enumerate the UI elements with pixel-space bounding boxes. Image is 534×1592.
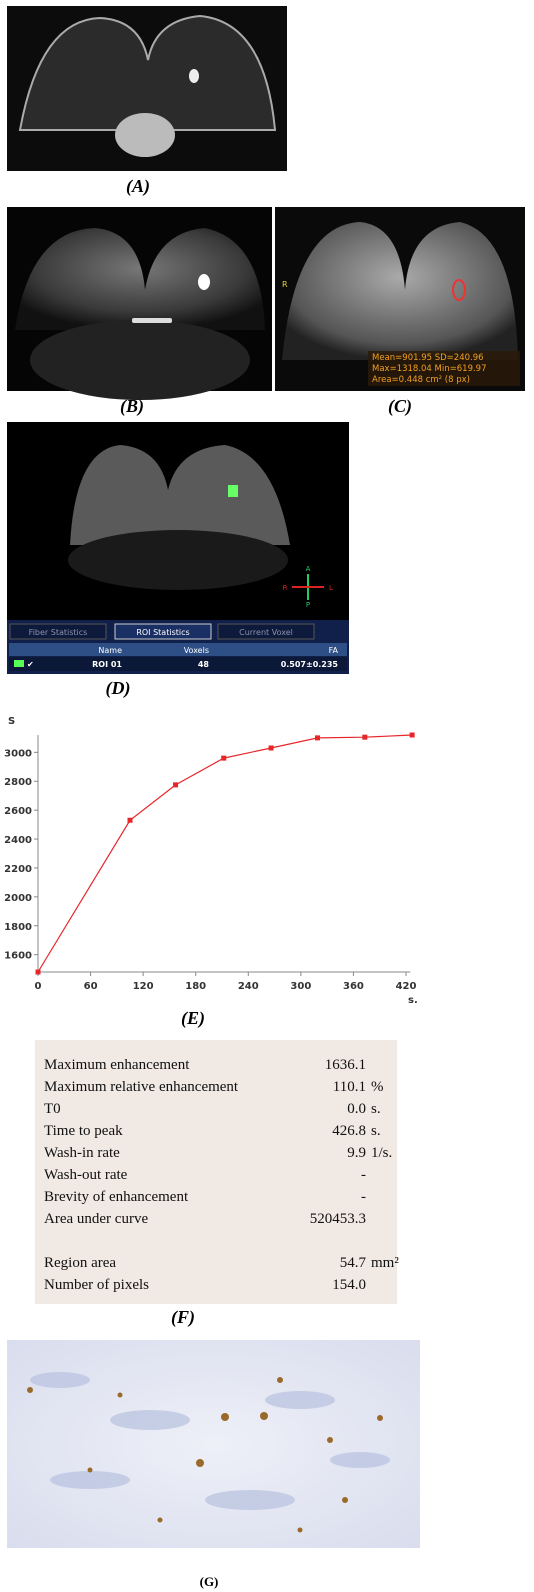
x-tick-label: 180 [185, 981, 206, 992]
column-header: Voxels [184, 646, 209, 655]
panel-g: (G) [7, 1340, 420, 1589]
y-tick-label: 2200 [4, 864, 32, 875]
tab-label[interactable]: ROI Statistics [136, 628, 189, 637]
panel-label: (B) [120, 396, 144, 417]
metric-label: Maximum relative enhancement [44, 1079, 239, 1095]
column-header: Name [98, 646, 122, 655]
x-tick-label: 240 [238, 981, 259, 992]
panel-e: S s. (E) 1600180020002200240026002800300… [4, 716, 418, 1029]
x-tick-label: 360 [343, 981, 364, 992]
metric-unit: s. [371, 1101, 381, 1117]
orientation-label: L [329, 584, 333, 592]
panel-label: (F) [171, 1307, 195, 1328]
panel-label: (C) [388, 396, 412, 417]
point [315, 735, 321, 741]
metric-value: 0.0 [347, 1101, 366, 1117]
column-header: FA [329, 646, 339, 655]
x-tick-label: 0 [35, 981, 42, 992]
tab-label[interactable]: Fiber Statistics [29, 628, 88, 637]
metric-label: Wash-in rate [44, 1145, 120, 1161]
table-cell: 0.507±0.235 [281, 660, 339, 669]
metric-value: 54.7 [340, 1255, 367, 1271]
x-tick-label: 420 [396, 981, 417, 992]
panel-a: (A) [7, 6, 287, 197]
panel-label: (D) [106, 678, 131, 699]
metric-label: Region area [44, 1255, 116, 1271]
orientation-label: R [283, 584, 288, 592]
tab-label[interactable]: Current Voxel [239, 628, 293, 637]
metric-unit: % [371, 1079, 384, 1095]
tab[interactable] [217, 623, 315, 640]
metric-label: Time to peak [44, 1123, 123, 1139]
point [409, 732, 415, 738]
panel-label: (E) [181, 1008, 205, 1029]
y-tick-label: 2800 [4, 777, 32, 788]
metric-label: Maximum enhancement [44, 1057, 190, 1073]
y-tick-label: 2600 [4, 806, 32, 817]
tab[interactable] [114, 623, 212, 640]
panel-f: Maximum enhancement 1636.1 Maximum relativ… [35, 1040, 399, 1328]
point [221, 755, 227, 761]
point [35, 969, 41, 975]
y-tick-label: 1600 [4, 951, 32, 962]
y-tick-label: 3000 [4, 748, 32, 759]
metric-value: 1636.1 [325, 1057, 366, 1073]
metric-value: - [361, 1189, 366, 1205]
check-icon: ✔ [27, 660, 34, 669]
metric-label: T0 [44, 1101, 61, 1117]
point [173, 782, 179, 788]
orientation-label: R [282, 280, 288, 289]
roi-stat: Mean=901.95 SD=240.96 [372, 353, 484, 363]
metric-unit: 1/s. [371, 1145, 392, 1161]
metric-value: 9.9 [347, 1145, 366, 1161]
x-tick-label: 120 [133, 981, 154, 992]
point [127, 817, 133, 823]
y-axis-label: S [8, 716, 15, 727]
y-tick-label: 2000 [4, 893, 32, 904]
metric-unit: s. [371, 1123, 381, 1139]
roi-stat: Max=1318.04 Min=619.97 [372, 364, 487, 374]
panel-label: (A) [126, 176, 150, 197]
x-axis-label: s. [408, 995, 418, 1006]
metric-value: 426.8 [332, 1123, 366, 1139]
metric-value: 154.0 [332, 1277, 366, 1293]
metric-unit: mm² [371, 1255, 399, 1271]
y-tick-label: 2400 [4, 835, 32, 846]
point [268, 745, 274, 751]
panel-label: (G) [200, 1574, 219, 1589]
y-tick-label: 1800 [4, 922, 32, 933]
line [37, 734, 413, 973]
metric-label: Brevity of enhancement [44, 1189, 189, 1205]
metric-label: Area under curve [44, 1211, 148, 1227]
table-cell: 48 [198, 660, 210, 669]
panel-d: A P R L Fiber Statistics ROI Statistics Cu… [7, 422, 349, 699]
roi-stat: Area=0.448 cm² (8 px) [372, 375, 470, 385]
orientation-label: P [306, 601, 310, 609]
metric-label: Number of pixels [44, 1277, 149, 1293]
tab[interactable] [9, 623, 107, 640]
x-tick-label: 300 [290, 981, 311, 992]
table-cell: ROI 01 [92, 660, 122, 669]
metric-value: - [361, 1167, 366, 1183]
x-tick-label: 60 [84, 981, 98, 992]
metric-value: 110.1 [333, 1079, 366, 1095]
metric-value: 520453.3 [310, 1211, 366, 1227]
panel-b: (B) [7, 207, 272, 417]
metric-label: Wash-out rate [44, 1167, 128, 1183]
point [362, 734, 368, 740]
orientation-label: A [306, 565, 311, 573]
